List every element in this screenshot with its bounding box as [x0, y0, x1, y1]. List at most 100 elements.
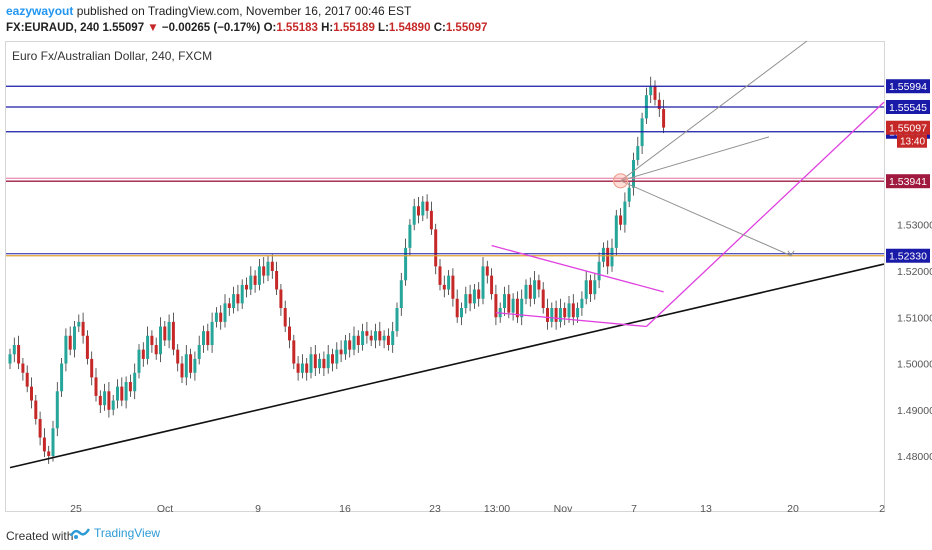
candle-body [275, 271, 279, 290]
candle-body [386, 335, 390, 346]
x-tick-label: Oct [157, 503, 173, 515]
candle-body [614, 215, 618, 248]
candle-body [451, 275, 455, 299]
x-tick-label: Nov [554, 503, 573, 515]
candle-body [412, 206, 416, 225]
last-price-box [886, 120, 930, 135]
candle-body [580, 298, 584, 309]
x-tick-label: 16 [339, 503, 351, 515]
candle-body [245, 284, 248, 290]
candle-body [81, 321, 85, 336]
candle-body [537, 280, 541, 290]
low-label: L: [378, 22, 389, 34]
candle-body [296, 363, 300, 373]
candle-body [339, 349, 343, 355]
level-label: 1.53941 [889, 176, 927, 188]
candle-body [468, 294, 472, 304]
candle-body [159, 326, 162, 355]
candle-body [528, 284, 532, 299]
x-tick-label: 13:00 [484, 503, 510, 515]
candle-body [141, 349, 145, 359]
candle-body [619, 215, 623, 225]
level-label-box [886, 99, 930, 114]
candle-body [64, 335, 68, 364]
candle-body [128, 382, 132, 392]
close-label: C: [433, 22, 446, 34]
candle-body [632, 159, 635, 188]
chart-area[interactable] [5, 41, 885, 512]
candle-body [657, 99, 661, 110]
candle-body [38, 419, 42, 438]
candle-body [343, 340, 347, 355]
candle-body [335, 349, 339, 364]
candle-body [460, 308, 463, 318]
level-label: 1.55994 [889, 81, 927, 93]
x-tick-label: 7 [631, 503, 637, 515]
y-tick-label: 1.49000 [897, 405, 932, 417]
quote-line: FX:EURAUD, 240 1.55097 ▼ −0.00265 (−0.17… [6, 22, 487, 34]
published-text: published on TradingView.com, November 1… [76, 4, 412, 18]
tradingview-logo[interactable]: TradingView [70, 526, 160, 540]
candle-body [550, 308, 554, 322]
candle-body [382, 335, 386, 341]
candle-body [150, 335, 154, 346]
author-link[interactable]: eazywayout [6, 4, 74, 18]
candle-body [283, 308, 287, 327]
candle-body [42, 437, 46, 452]
candle-body [627, 187, 631, 202]
candle-body [68, 335, 72, 350]
level-label-box [886, 248, 930, 263]
candle-body [77, 321, 81, 327]
candle-body [279, 289, 283, 309]
candle-body [507, 294, 511, 313]
tradingview-icon [70, 528, 90, 539]
footer: Created with TradingView [0, 520, 932, 550]
candle-body [576, 308, 580, 318]
candle-body [472, 289, 476, 304]
candle-body [365, 331, 369, 336]
candle-body [34, 400, 38, 420]
candle-body [167, 321, 171, 341]
candle-body [395, 308, 399, 332]
level-label-box [886, 79, 930, 94]
candle-body [520, 298, 524, 318]
candle-body [202, 331, 205, 346]
candle-body [584, 280, 588, 299]
candle-body [163, 326, 167, 341]
candle-body [326, 354, 330, 369]
candle-body [154, 345, 158, 355]
candle-body [25, 372, 29, 387]
candle-body [399, 280, 403, 309]
projection-arrow [620, 180, 792, 257]
candle-body [662, 109, 666, 128]
y-tick-label: 1.53000 [897, 220, 932, 232]
candle-body [481, 266, 485, 299]
candle-body [563, 308, 567, 318]
y-tick-label: 1.51000 [897, 312, 932, 324]
candle-body [447, 275, 451, 290]
high-label: H: [321, 22, 334, 34]
candle-body [404, 247, 408, 281]
last-price: 1.55097 [102, 22, 145, 34]
candle-body [533, 280, 537, 299]
candle-body [85, 335, 89, 359]
candle-body [438, 266, 442, 285]
candle-body [107, 391, 111, 410]
candle-body [623, 201, 627, 225]
candle-body [288, 326, 291, 341]
last-price-label: 1.55097 [889, 123, 927, 135]
candle-body [421, 201, 425, 216]
candle-body [55, 391, 59, 429]
candle-body [137, 349, 141, 373]
trendline [645, 101, 885, 327]
candle-body [60, 363, 64, 392]
candle-body [51, 428, 55, 457]
candle-body [369, 335, 373, 341]
candle-body [17, 345, 21, 364]
candle-body [232, 294, 236, 309]
candle-body [236, 294, 240, 304]
x-tick-label: 9 [255, 503, 261, 515]
price-chart[interactable]: 1.48000 1.49000 1.50000 1.51000 1.52000 1.530… [0, 0, 932, 520]
candle-body [197, 345, 201, 359]
candle-body [111, 400, 115, 410]
